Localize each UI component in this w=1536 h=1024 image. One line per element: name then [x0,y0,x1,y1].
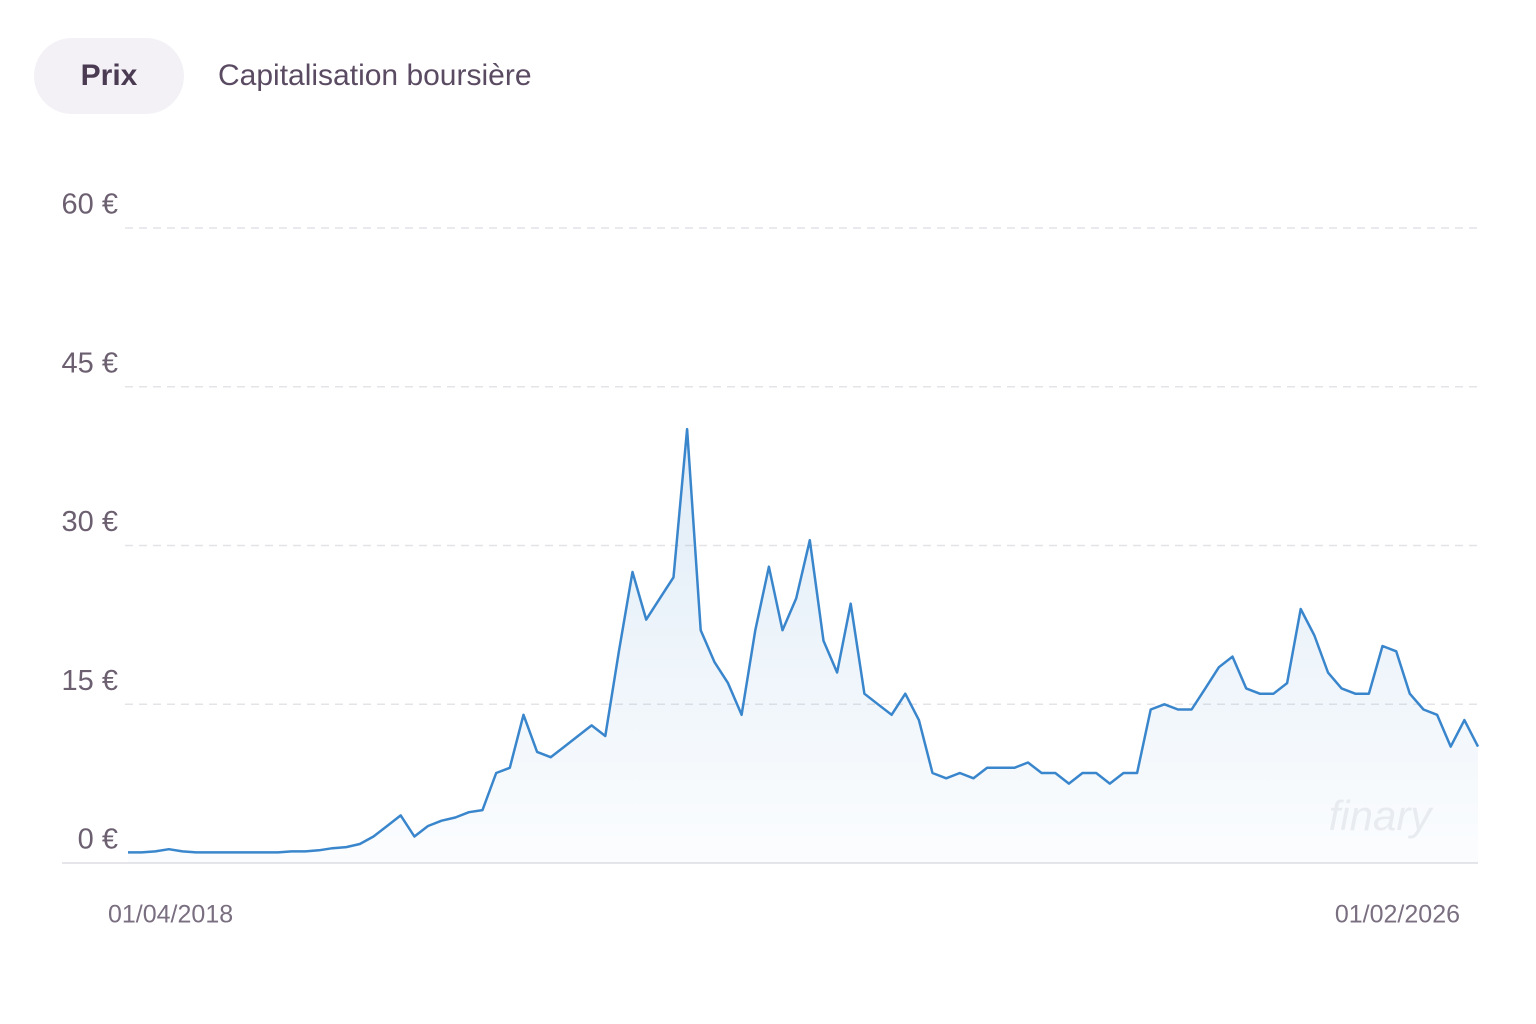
y-tick-label: 30 € [62,506,118,538]
tab-selected[interactable]: Prix [34,38,184,114]
area-fill [128,429,1478,863]
x-tick-label: 01/04/2018 [108,901,233,929]
y-tick-label: 15 € [62,665,118,697]
tab[interactable]: Capitalisation boursière [218,59,532,92]
watermark: finary [1329,792,1435,839]
y-tick-label: 45 € [62,347,118,379]
x-tick-label: 01/02/2026 [1335,901,1460,929]
y-tick-label: 0 € [78,824,118,856]
y-tick-label: 60 € [62,189,118,221]
price-line [128,427,1480,854]
